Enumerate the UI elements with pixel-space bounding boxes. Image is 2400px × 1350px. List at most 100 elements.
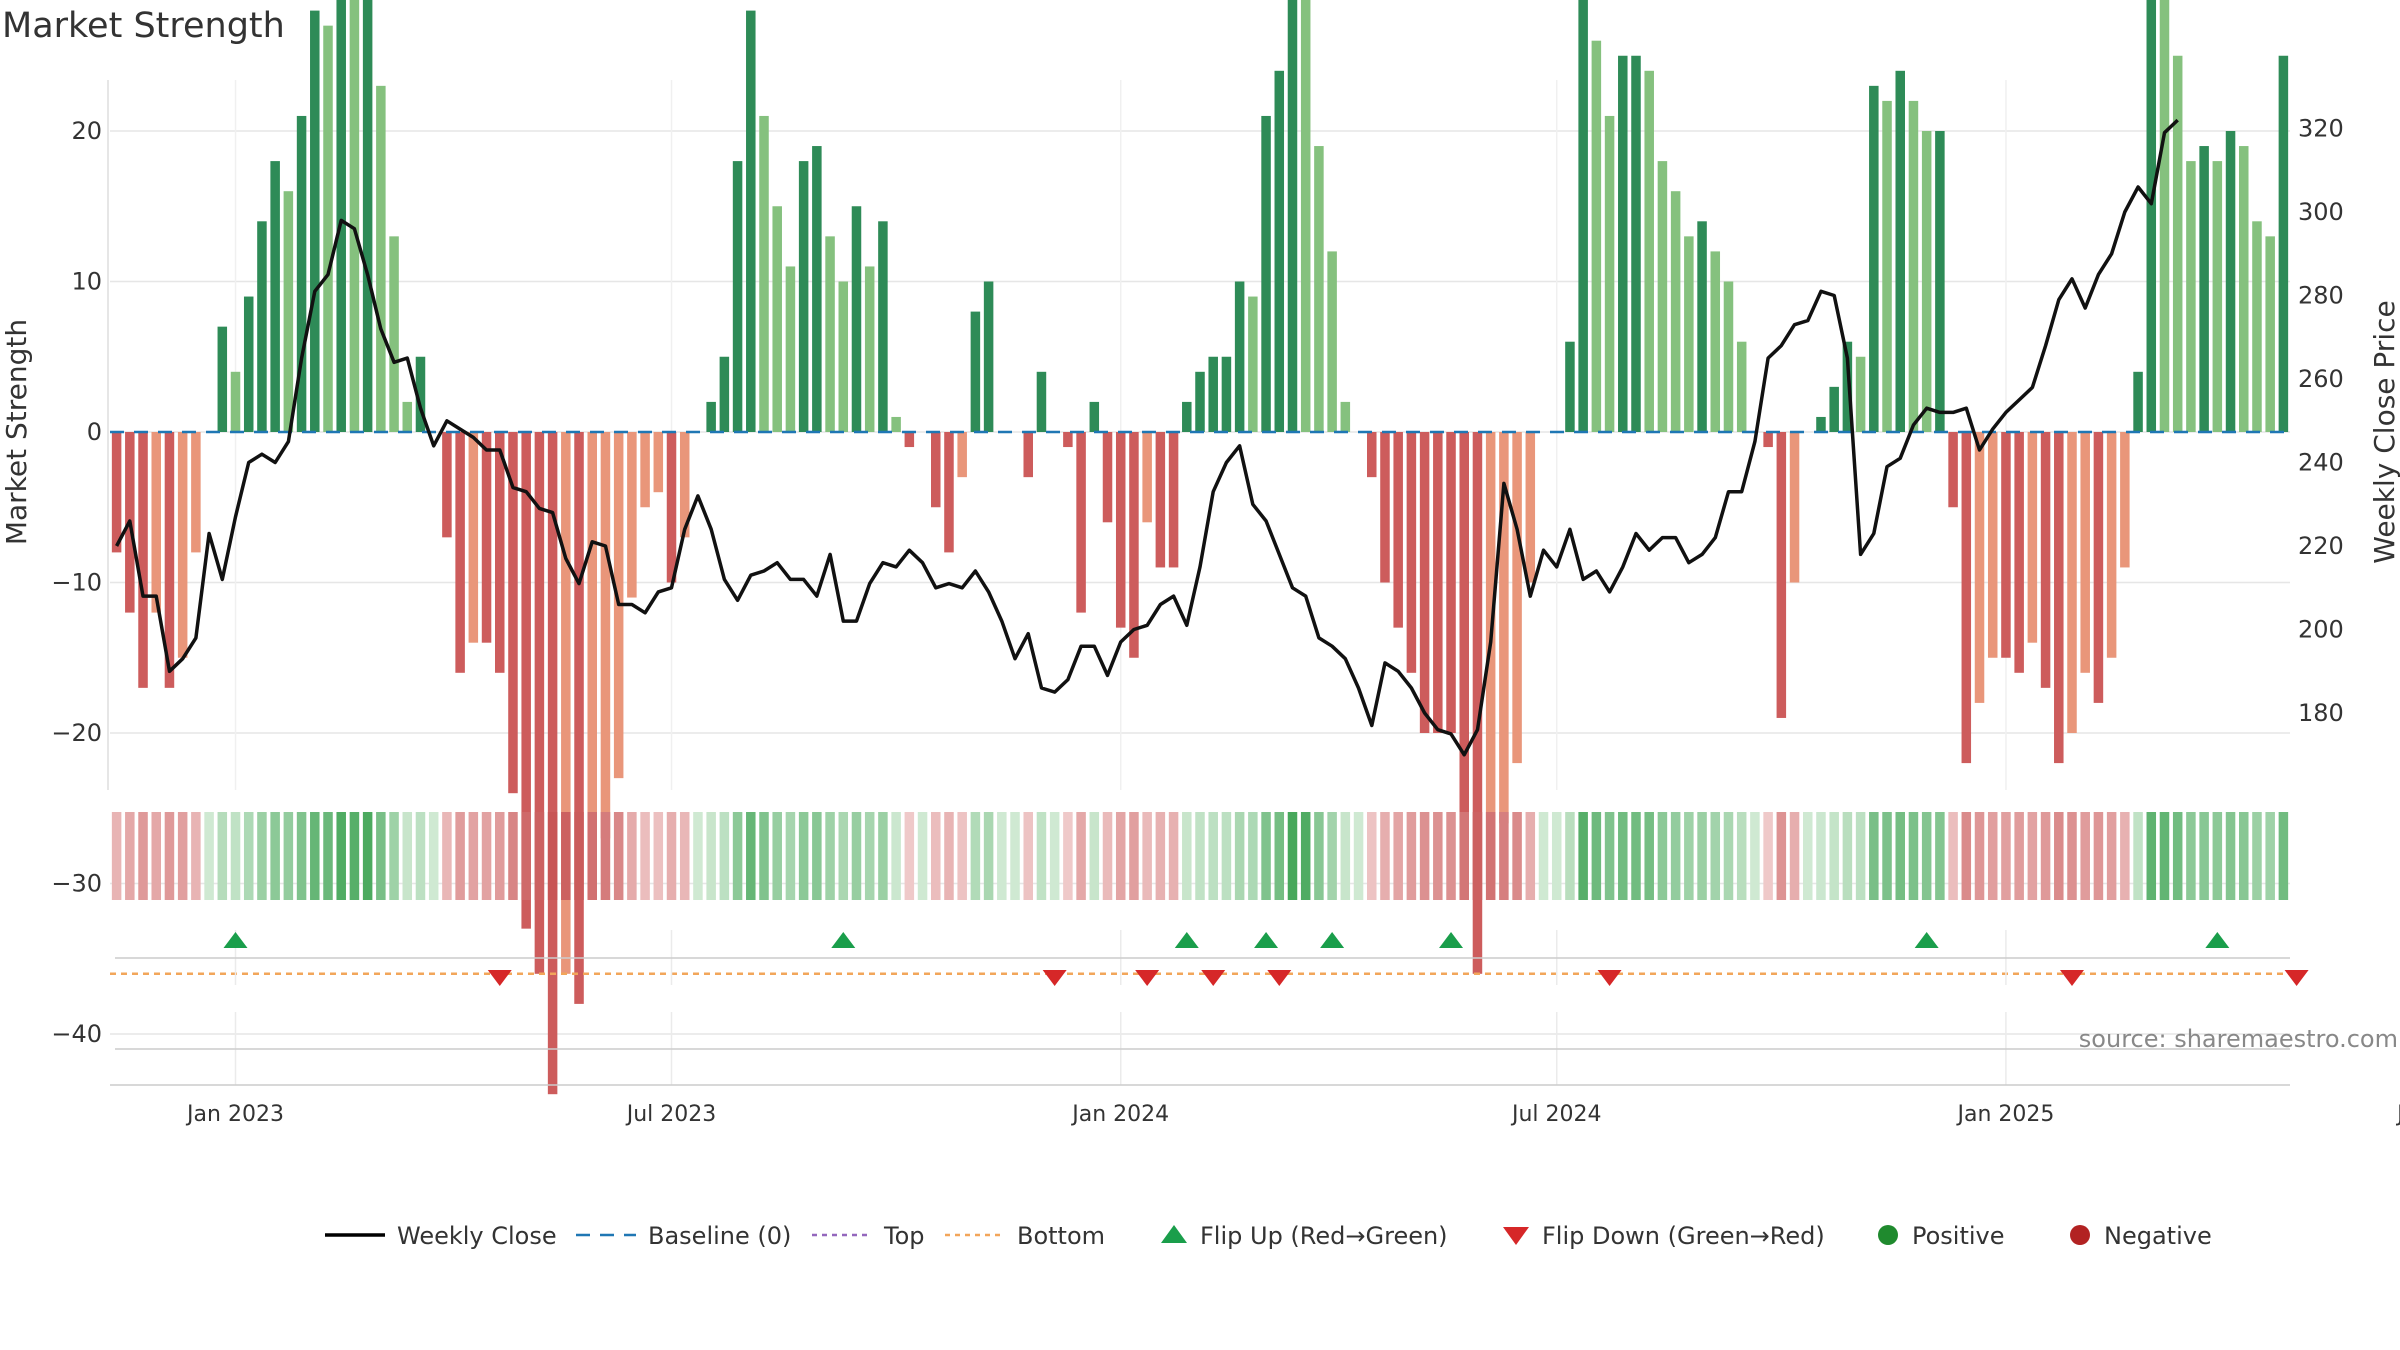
regime-strip-cell bbox=[891, 812, 901, 900]
flip-up-marker bbox=[2205, 932, 2230, 948]
regime-strip-cell bbox=[1697, 812, 1707, 900]
regime-strip-cell bbox=[561, 812, 571, 900]
strength-bar bbox=[1565, 341, 1575, 432]
strength-bar bbox=[666, 432, 677, 583]
regime-strip-cell bbox=[1565, 812, 1575, 900]
strength-bar bbox=[957, 432, 967, 478]
strength-bar bbox=[825, 236, 835, 432]
y-left-tick-label: −20 bbox=[51, 719, 102, 747]
flip-up-marker bbox=[223, 932, 248, 948]
regime-strip-cell bbox=[1459, 812, 1469, 900]
strength-bar bbox=[1393, 432, 1403, 628]
regime-strip-cell bbox=[1076, 812, 1086, 900]
flip-up-marker bbox=[1174, 932, 1199, 948]
legend-label: Flip Up (Red→Green) bbox=[1200, 1222, 1448, 1250]
regime-strip-cell bbox=[1499, 812, 1509, 900]
strength-bar bbox=[2265, 236, 2275, 432]
y-left-tick-label: 0 bbox=[87, 418, 102, 446]
regime-strip-cell bbox=[1049, 812, 1060, 900]
strength-bar bbox=[2252, 221, 2262, 432]
strength-bar bbox=[217, 326, 228, 432]
regime-strip-cell bbox=[1353, 812, 1364, 900]
strength-bar bbox=[455, 432, 465, 673]
legend-swatch-flip-down bbox=[1503, 1227, 1529, 1245]
strength-bar bbox=[1723, 281, 1734, 432]
strength-bar bbox=[653, 432, 664, 493]
flip-up-marker bbox=[1439, 932, 1464, 948]
strength-bar bbox=[442, 432, 452, 538]
strength-bar bbox=[1102, 432, 1113, 523]
strength-bar bbox=[1921, 131, 1932, 432]
regime-strip-cell bbox=[1816, 812, 1826, 900]
regime-strip-cell bbox=[627, 812, 637, 900]
strength-bar bbox=[2080, 432, 2090, 673]
regime-strip-cell bbox=[1380, 812, 1390, 900]
strength-bar bbox=[1314, 146, 1324, 433]
regime-strip-cell bbox=[706, 812, 716, 900]
regime-strip-cell bbox=[547, 812, 558, 900]
strength-bar bbox=[376, 85, 386, 432]
strength-bar bbox=[1208, 356, 1218, 432]
regime-strip-cell bbox=[2172, 812, 2183, 900]
strength-bar bbox=[508, 432, 518, 794]
regime-strip-cell bbox=[1591, 812, 1602, 900]
strength-bar bbox=[970, 311, 981, 432]
regime-strip-cell bbox=[719, 812, 730, 900]
flip-up-marker bbox=[1254, 932, 1279, 948]
strength-bar bbox=[1155, 432, 1166, 568]
regime-strip-cell bbox=[838, 812, 849, 900]
strength-bar bbox=[2106, 432, 2117, 658]
strength-bar bbox=[1710, 251, 1721, 432]
regime-strip-cell bbox=[587, 812, 597, 900]
regime-strip-cell bbox=[1102, 812, 1113, 900]
regime-strip-cell bbox=[2027, 812, 2038, 900]
regime-strip-cell bbox=[640, 812, 650, 900]
strength-bar bbox=[1512, 432, 1522, 764]
regime-strip-cell bbox=[1089, 812, 1100, 900]
regime-strip-cell bbox=[2080, 812, 2090, 900]
strength-bar bbox=[1736, 341, 1747, 432]
regime-strip-cell bbox=[600, 812, 611, 900]
regime-strip-cell bbox=[2212, 812, 2223, 900]
regime-strip-cell bbox=[1723, 812, 1734, 900]
strength-bar bbox=[1829, 386, 1839, 432]
strength-bar bbox=[983, 281, 994, 432]
regime-strip-cell bbox=[310, 812, 320, 900]
regime-strip-cell bbox=[2001, 812, 2011, 900]
strength-bar bbox=[772, 206, 782, 432]
regime-strip bbox=[111, 812, 2289, 900]
regime-strip-cell bbox=[1182, 812, 1192, 900]
strength-bar bbox=[1168, 432, 1179, 568]
regime-strip-cell bbox=[389, 812, 399, 900]
strength-bar bbox=[362, 0, 373, 432]
strength-bar bbox=[151, 432, 161, 613]
strength-bar bbox=[1472, 432, 1483, 974]
regime-strip-cell bbox=[2014, 812, 2024, 900]
y-right-tick-label: 300 bbox=[2298, 198, 2344, 226]
strength-bar bbox=[864, 266, 875, 432]
strength-bar bbox=[1261, 115, 1271, 432]
legend-label: Bottom bbox=[1017, 1222, 1105, 1250]
strength-bar bbox=[191, 432, 201, 553]
strength-bar bbox=[1908, 100, 1919, 433]
y-left-label: Market Strength bbox=[0, 319, 33, 545]
strength-bar bbox=[1882, 100, 1892, 433]
regime-strip-cell bbox=[111, 812, 122, 900]
strength-bar bbox=[1234, 281, 1245, 432]
regime-strip-cell bbox=[521, 812, 531, 900]
regime-strip-cell bbox=[508, 812, 518, 900]
regime-strip-cell bbox=[732, 812, 743, 900]
reference-lines bbox=[110, 430, 2290, 976]
regime-strip-cell bbox=[1367, 812, 1377, 900]
regime-strip-cell bbox=[138, 812, 148, 900]
regime-strip-cell bbox=[230, 812, 241, 900]
regime-strip-cell bbox=[2159, 812, 2170, 900]
strength-bar bbox=[785, 266, 796, 432]
strength-bar bbox=[944, 432, 954, 553]
regime-strip-cell bbox=[904, 812, 915, 900]
regime-strip-cell bbox=[296, 812, 307, 900]
source-credit: source: sharemaestro.com bbox=[2079, 1025, 2398, 1053]
strength-bar bbox=[1525, 432, 1536, 583]
strength-bar bbox=[1499, 432, 1509, 824]
regime-strip-cell bbox=[1287, 812, 1298, 900]
